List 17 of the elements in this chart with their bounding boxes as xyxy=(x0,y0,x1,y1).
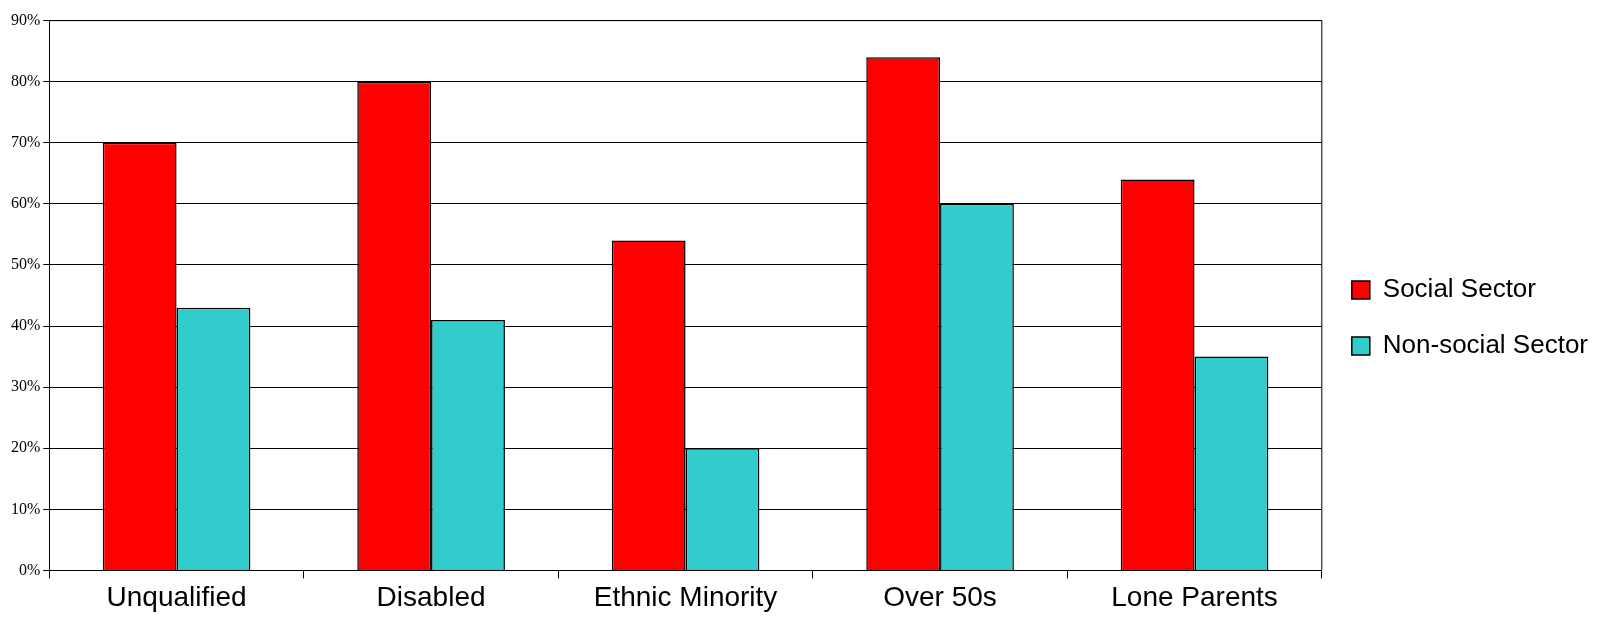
y-tick-label: 20% xyxy=(11,438,41,456)
legend-label: Non-social Sector xyxy=(1382,329,1589,360)
y-tick-label: 10% xyxy=(11,499,41,517)
x-tick-label: Over 50s xyxy=(883,580,997,612)
y-tick-label: 80% xyxy=(11,71,41,89)
y-tick-label: 60% xyxy=(11,194,41,212)
x-tick-label: Ethnic Minority xyxy=(593,580,778,612)
y-tick-label: 0% xyxy=(19,560,41,578)
y-tick-label: 40% xyxy=(11,316,41,334)
x-tick-label: Unqualified xyxy=(106,580,247,612)
legend-label: Social Sector xyxy=(1382,273,1537,304)
y-tick-label: 30% xyxy=(11,377,41,395)
y-tick-label: 50% xyxy=(11,255,41,273)
x-tick-label: Disabled xyxy=(376,580,486,612)
y-tick-label: 90% xyxy=(11,10,41,28)
y-tick-label: 70% xyxy=(11,132,41,150)
x-tick-label: Lone Parents xyxy=(1111,580,1278,612)
